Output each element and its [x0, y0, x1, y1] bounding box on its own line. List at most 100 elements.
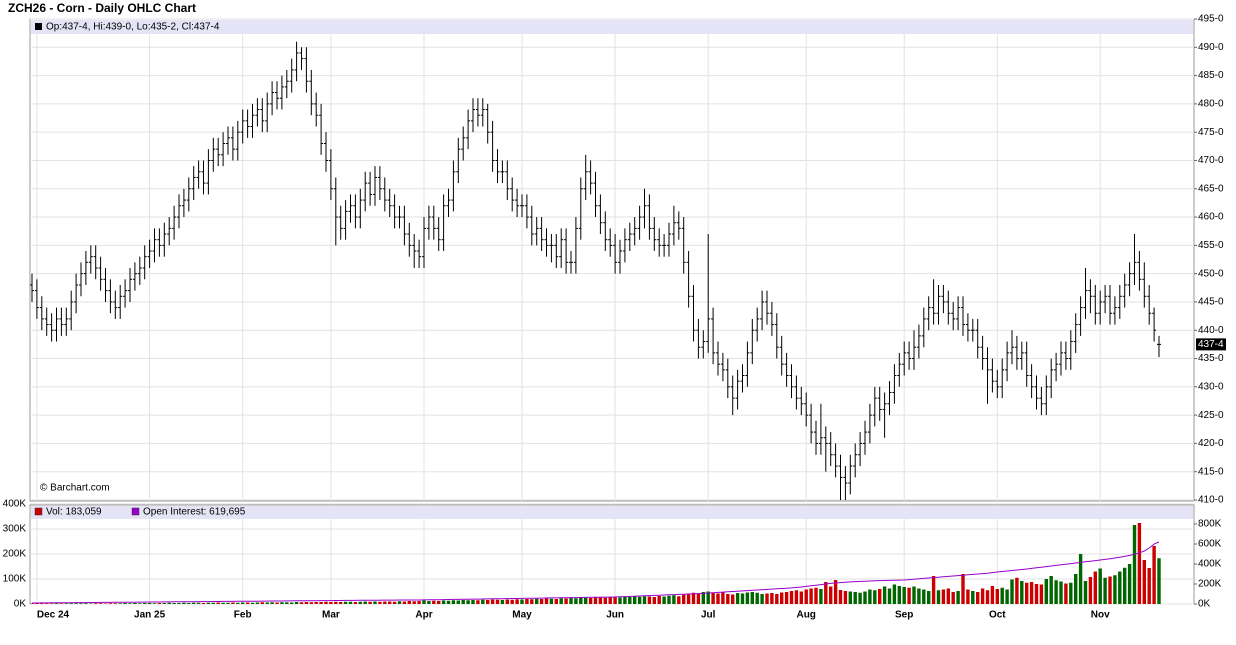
volume-bar [882, 586, 887, 604]
volume-bar [951, 592, 955, 604]
volume-bar [1059, 581, 1063, 604]
volume-bar [672, 595, 676, 604]
volume-bar [608, 597, 612, 604]
volume-bar [706, 591, 710, 604]
volume-bar [432, 600, 436, 604]
x-tick-label: Sep [895, 610, 913, 621]
x-tick-label: Aug [796, 610, 815, 621]
volume-bar [206, 602, 211, 604]
volume-bar [89, 603, 93, 604]
volume-bar [397, 601, 402, 604]
volume-bar [1044, 579, 1048, 604]
volume-bar [1025, 582, 1029, 604]
volume-bar [721, 592, 725, 604]
volume-bar [584, 597, 588, 604]
volume-bar [559, 598, 563, 604]
volume-bar [255, 602, 260, 604]
volume-bar [490, 599, 495, 604]
watermark: © Barchart.com [40, 483, 110, 494]
volume-bar [598, 597, 603, 604]
volume-bar [79, 603, 83, 604]
volume-bar [667, 595, 671, 604]
volume-bar [373, 601, 377, 604]
volume-bar [451, 600, 456, 604]
volume-bar [192, 602, 196, 604]
y-tick-label: 0K [14, 599, 27, 610]
volume-bar [701, 592, 705, 604]
volume-bar [123, 603, 127, 604]
volume-bar [30, 603, 34, 604]
y-tick-label: 425-0 [1198, 410, 1224, 421]
volume-bar [1113, 575, 1117, 604]
volume-bar [941, 589, 946, 604]
volume-bar [201, 603, 206, 604]
volume-bar [196, 602, 201, 604]
volume-bar [735, 593, 740, 604]
volume-bar [1123, 567, 1127, 604]
volume-bar [603, 597, 607, 604]
volume-bar [775, 594, 779, 604]
volume-bar [985, 590, 990, 604]
volume-bar [677, 596, 681, 604]
volume-bar [892, 584, 897, 604]
y-tick-label: 435-0 [1198, 353, 1224, 364]
volume-bar [495, 599, 500, 604]
volume-bar [755, 592, 759, 604]
volume-bar [446, 600, 451, 604]
y-tick-label: 490-0 [1198, 42, 1224, 53]
volume-bar [1010, 579, 1014, 604]
y-tick-label: 200K [3, 549, 27, 560]
volume-bar [309, 602, 313, 604]
volume-bar [731, 594, 735, 604]
volume-bar [549, 598, 554, 604]
volume-bar [1088, 577, 1093, 604]
volume-bar [294, 602, 299, 604]
volume-bar [177, 603, 181, 604]
volume-bar [569, 598, 573, 604]
y-tick-label: 445-0 [1198, 297, 1224, 308]
volume-bar [108, 603, 113, 604]
volume-bar [250, 602, 255, 604]
volume-bar [554, 599, 558, 604]
volume-bar [995, 589, 999, 604]
volume-bar [285, 602, 289, 604]
volume-bar [990, 586, 995, 604]
volume-bar [588, 598, 593, 604]
volume-bar [1005, 589, 1009, 604]
volume-bar [726, 594, 730, 604]
volume-bar [64, 603, 68, 604]
legend-label: Vol: 183,059 [46, 507, 102, 518]
volume-bar [593, 597, 598, 604]
volume-bar [657, 596, 661, 604]
volume-bar [1074, 574, 1078, 604]
volume-bar [187, 603, 191, 604]
volume-bar [745, 592, 750, 604]
last-price-box [1196, 338, 1226, 351]
x-tick-label: Jan 25 [134, 610, 166, 621]
volume-bar [961, 574, 965, 604]
volume-bar [324, 601, 328, 604]
volume-bar [799, 591, 803, 604]
volume-bar [98, 603, 103, 604]
volume-bar [157, 603, 162, 604]
volume-bar [1147, 568, 1151, 604]
chart-title: ZCH26 - Corn - Daily OHLC Chart [8, 1, 196, 15]
volume-bar [931, 576, 936, 604]
volume-bar [35, 603, 39, 604]
y-tick-label: 465-0 [1198, 183, 1224, 194]
y2-tick-label: 600K [1198, 539, 1222, 550]
volume-bar [686, 593, 691, 604]
volume-bar [682, 594, 686, 604]
volume-bar [530, 599, 534, 604]
volume-bar [500, 600, 505, 604]
volume-bar [260, 602, 264, 604]
volume-bar [216, 602, 220, 604]
ohlc-header: Op:437-4, Hi:439-0, Lo:435-2, Cl:437-4 [46, 22, 220, 33]
volume-bar [770, 593, 774, 604]
volume-bar [486, 600, 490, 604]
volume-bar [623, 596, 627, 604]
volume-bar [84, 603, 88, 604]
volume-bar [579, 597, 583, 604]
volume-bar [637, 596, 642, 604]
legend-label: Open Interest: 619,695 [143, 507, 246, 518]
